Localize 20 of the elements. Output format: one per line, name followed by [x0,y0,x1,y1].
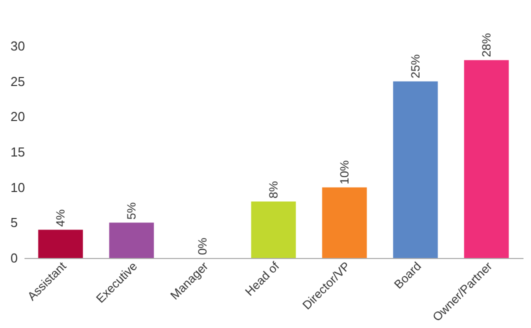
data-label: 4% [54,209,68,227]
y-tick-label: 15 [10,144,25,160]
data-label: 5% [124,202,139,220]
y-tick-label: 30 [10,38,25,54]
bar [393,81,438,258]
data-label: 25% [408,54,422,78]
bar [322,187,367,258]
bar [464,60,509,258]
data-label: 0% [196,237,210,255]
y-tick-label: 10 [10,180,25,195]
y-tick-label: 0 [10,250,18,266]
data-label: 8% [266,180,280,198]
y-tick-label: 5 [10,215,18,230]
y-tick-label: 25 [10,74,25,89]
data-label: 10% [337,160,352,184]
bar [38,230,83,258]
bar [251,201,296,258]
bar [109,222,154,258]
data-label: 28% [479,32,494,58]
y-tick-label: 20 [10,109,25,124]
